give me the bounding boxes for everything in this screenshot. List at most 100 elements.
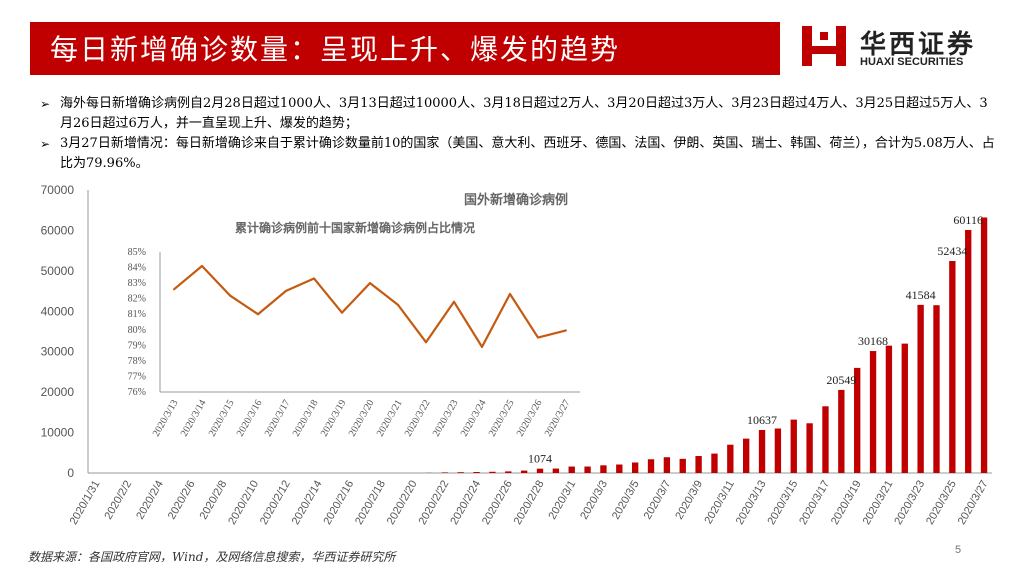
x-tick-label: 2020/2/2	[102, 479, 134, 522]
x-tick-label: 2020/3/17	[797, 479, 832, 527]
data-label: 60116	[953, 213, 983, 227]
chart-area: 0 10000 20000 30000 40000 50000 60000 70000 2020…	[41, 183, 992, 527]
inset-y-tick-label: 79%	[128, 340, 146, 351]
inset-data-point	[313, 277, 315, 280]
inset-y-tick-label: 84%	[128, 263, 146, 274]
inset-y-tick-label: 76%	[128, 387, 146, 398]
inset-data-point	[201, 265, 203, 267]
x-tick-label: 2020/2/28	[512, 479, 547, 527]
inset-data-point	[425, 341, 427, 344]
page-number: 5	[955, 544, 962, 556]
bar	[901, 343, 908, 473]
y-tick-label: 30000	[41, 345, 75, 359]
bar	[600, 465, 607, 473]
source-note: 数据来源：各国政府官网，Wind，及网络信息搜索，华西证券研究所	[28, 550, 396, 564]
bar	[584, 466, 591, 473]
inset-data-point	[481, 345, 483, 348]
x-tick-label: 2020/2/10	[226, 479, 261, 527]
x-tick-label: 2020/2/8	[198, 479, 230, 522]
inset-data-point	[369, 282, 371, 285]
bar	[980, 217, 988, 473]
x-tick-label: 2020/3/25	[924, 479, 959, 527]
x-tick-label: 2020/3/21	[861, 479, 896, 527]
bar	[838, 389, 845, 473]
inset-y-tick-label: 81%	[128, 309, 146, 320]
inset-y-tick-label: 82%	[128, 294, 146, 305]
bar	[631, 462, 639, 473]
bullet-item: ➢ 海外每日新增确诊病例自2月28日超过1000人、3月13日超过10000人、…	[40, 94, 1000, 134]
inset-data-point	[509, 293, 511, 295]
x-tick-label: 2020/3/19	[829, 479, 864, 527]
bar	[489, 471, 496, 473]
page-title: 每日新增确诊数量：呈现上升、爆发的趋势	[50, 33, 621, 66]
inset-y-tick-label: 83%	[128, 278, 146, 289]
logo-english-name: HUAXI SECURITIES	[860, 56, 964, 68]
chart-title: 国外新增确诊病例	[464, 192, 568, 208]
bar	[505, 471, 512, 473]
bar	[965, 229, 972, 473]
inset-data-point	[453, 300, 455, 303]
inset-data-point	[565, 329, 567, 332]
bar	[520, 470, 528, 473]
inset-y-tick-label: 85%	[128, 247, 146, 258]
data-label: 41584	[906, 288, 936, 302]
x-tick-label: 2020/3/27	[956, 479, 991, 527]
title-underline	[30, 72, 780, 75]
x-tick-label: 2020/3/1	[547, 479, 579, 522]
y-tick-label: 10000	[41, 426, 75, 440]
huaxi-logo-icon	[802, 26, 846, 66]
bar	[441, 472, 449, 473]
inset-data-point	[285, 289, 287, 292]
x-tick-label: 2020/1/31	[68, 479, 103, 527]
y-tick-label: 50000	[41, 264, 75, 278]
inset-background	[112, 212, 582, 452]
x-tick-label: 2020/3/23	[892, 479, 927, 527]
x-tick-label: 2020/3/11	[702, 479, 736, 527]
bar	[933, 305, 940, 473]
inset-chart-title: 累计确诊病例前十国家新增确诊病例占比情况	[235, 220, 475, 235]
x-tick-label: 2020/2/18	[353, 479, 388, 527]
x-tick-label: 2020/2/22	[417, 479, 452, 527]
y-tick-label: 40000	[41, 304, 75, 318]
inset-y-tick-label: 78%	[128, 356, 146, 367]
data-label: 10637	[747, 413, 777, 427]
bar	[806, 423, 813, 473]
x-tick-label: 2020/2/20	[385, 479, 420, 527]
data-label: 1074	[528, 452, 552, 466]
y-tick-label: 20000	[41, 385, 75, 399]
inset-y-tick-label: 77%	[128, 371, 146, 382]
bullet-text: 海外每日新增确诊病例自2月28日超过1000人、3月13日超过10000人、3月…	[60, 96, 988, 131]
data-label: 52434	[937, 244, 967, 258]
inset-data-point	[397, 303, 399, 306]
company-logo: 华西证券 HUAXI SECURITIES	[800, 20, 1010, 76]
inset-data-point	[537, 336, 539, 339]
x-tick-label: 2020/2/14	[290, 479, 325, 527]
bar	[536, 468, 544, 473]
data-label: 30168	[858, 334, 888, 348]
y-tick-label: 60000	[41, 223, 75, 237]
x-tick-label: 2020/3/15	[765, 479, 800, 527]
bar	[854, 367, 861, 473]
bar	[743, 438, 750, 473]
bar	[695, 456, 702, 473]
bar	[885, 345, 893, 473]
x-tick-label: 2020/2/26	[480, 479, 515, 527]
inset-data-point	[341, 311, 343, 314]
bar	[727, 444, 734, 473]
bar	[822, 406, 829, 473]
bullet-text: 3月27日新增情况：每日新增确诊来自于累计确诊数量前10的国家（美国、意大利、西…	[60, 136, 995, 171]
bar	[790, 419, 797, 473]
bar	[552, 468, 560, 473]
x-tick-label: 2020/3/13	[734, 479, 769, 527]
bar	[647, 459, 655, 473]
bar	[457, 472, 464, 473]
x-tick-label: 2020/2/12	[258, 479, 293, 527]
x-tick-label: 2020/2/24	[448, 479, 483, 527]
inset-data-point	[173, 288, 175, 291]
bar	[679, 458, 686, 473]
bar	[869, 351, 877, 473]
bar	[616, 464, 623, 473]
bullet-list: ➢ 海外每日新增确诊病例自2月28日超过1000人、3月13日超过10000人、…	[40, 94, 1000, 174]
y-tick-label: 70000	[41, 183, 75, 197]
inset-data-point	[229, 294, 231, 297]
